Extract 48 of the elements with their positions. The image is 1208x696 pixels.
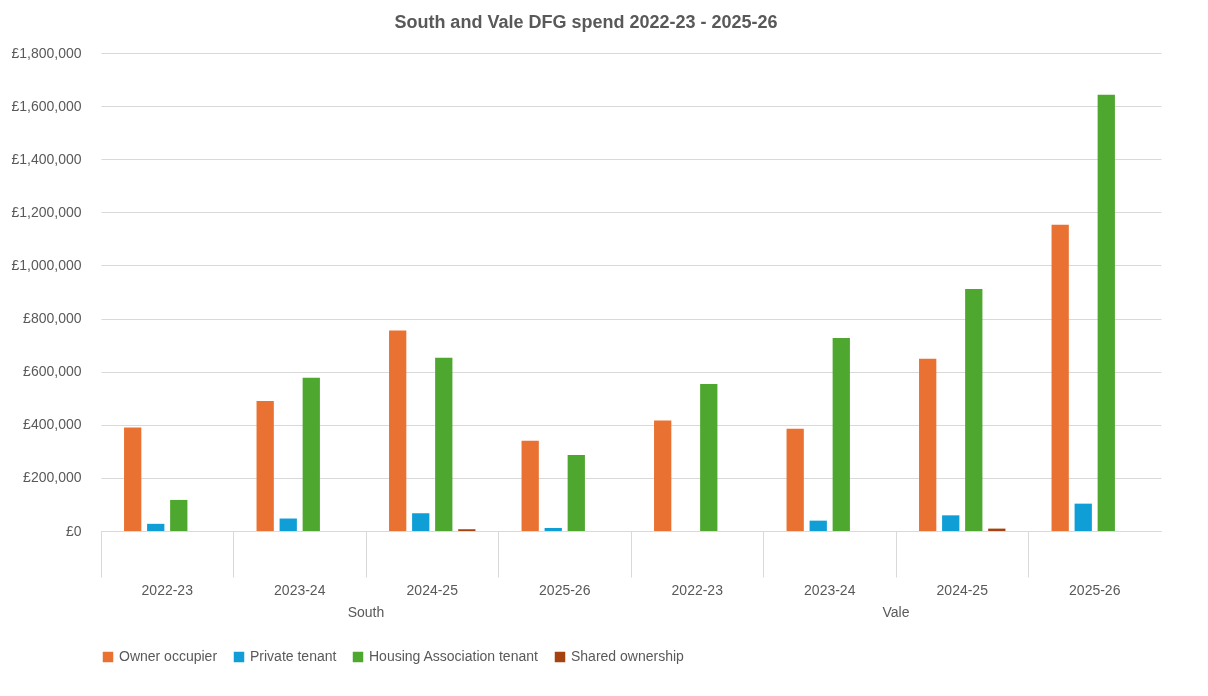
x-tick-label: 2023-24 <box>274 581 326 598</box>
y-tick-label: £1,800,000 <box>11 44 82 61</box>
y-tick-label: £1,600,000 <box>11 97 82 114</box>
bar <box>654 420 672 531</box>
x-tick-label: 2025-26 <box>1069 581 1121 598</box>
chart-title: South and Vale DFG spend 2022-23 - 2025-26 <box>394 12 778 32</box>
bar <box>412 513 430 531</box>
text: Vale <box>882 604 910 620</box>
bar <box>389 330 407 531</box>
y-tick-label: £200,000 <box>23 469 82 486</box>
bar <box>567 455 585 531</box>
x-tick-label: 2023-24 <box>804 581 856 598</box>
x-tick-label: 2022-23 <box>671 581 724 598</box>
y-tick-label: £600,000 <box>23 363 82 380</box>
bar <box>521 440 539 531</box>
text: South <box>347 604 385 620</box>
bar <box>124 427 142 531</box>
x-tick-label: 2025-26 <box>539 581 591 598</box>
y-tick-label: £800,000 <box>23 310 82 327</box>
bar <box>170 499 188 531</box>
legend-label: Housing Association tenant <box>369 648 538 664</box>
bar <box>832 337 850 531</box>
y-tick-label: £1,000,000 <box>11 256 82 273</box>
x-tick-label: 2022-23 <box>141 581 194 598</box>
bar <box>302 377 320 531</box>
x-tick-label: 2024-25 <box>406 581 459 598</box>
bar <box>786 428 804 531</box>
bar <box>809 520 827 531</box>
bar <box>965 289 983 531</box>
y-tick-label: £400,000 <box>23 416 82 433</box>
bar <box>1097 94 1115 531</box>
legend-label: Owner occupier <box>119 648 218 664</box>
legend-label: Private tenant <box>250 648 337 664</box>
legend-label: Shared ownership <box>571 648 685 664</box>
bar <box>1051 224 1069 531</box>
bar <box>700 383 718 531</box>
bar <box>435 357 453 531</box>
y-tick-label: £1,200,000 <box>11 203 82 220</box>
y-tick-label: £1,400,000 <box>11 150 82 167</box>
x-tick-label: 2024-25 <box>936 581 989 598</box>
bar <box>942 515 960 531</box>
bar <box>919 358 937 531</box>
bar <box>544 528 562 531</box>
bar <box>256 400 274 531</box>
bar <box>147 523 165 531</box>
bar <box>279 518 297 531</box>
y-tick-label: £0 <box>65 522 82 539</box>
bar <box>1074 503 1092 531</box>
